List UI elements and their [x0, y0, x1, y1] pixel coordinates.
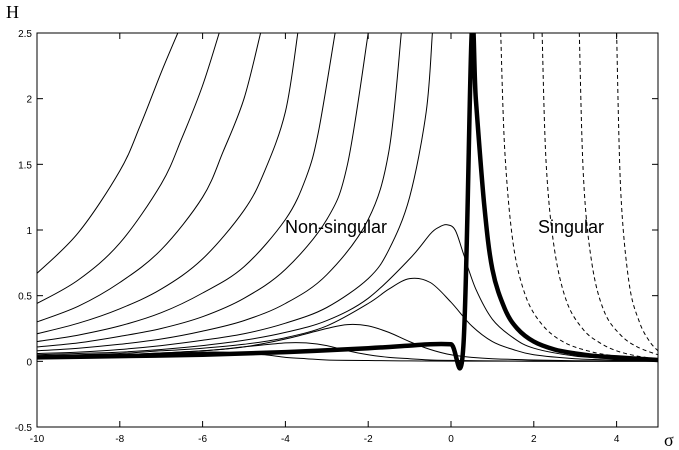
x-tick-label: -8: [115, 434, 124, 445]
annotation-singular: Singular: [538, 217, 604, 237]
series-line-solid-4: [37, 33, 336, 343]
series-line-solid-0: [37, 33, 179, 274]
x-tick-label: -6: [198, 434, 207, 445]
axis-ticks: -10 -8 -6 -4 -2 0 2 4 -0.5 0 0.5 1 1.5 2 2.5: [15, 29, 658, 445]
series-line-thick-13: [37, 33, 658, 371]
series-line-solid-8: [37, 224, 658, 361]
x-tick-label: -2: [364, 434, 373, 445]
series-line-solid-2: [37, 33, 262, 323]
y-tick-label: -0.5: [15, 423, 33, 434]
series-line-dashed-17: [616, 33, 658, 352]
series-line-solid-1: [37, 33, 220, 304]
series-line-dashed-15: [541, 33, 658, 360]
y-axis-label: H: [6, 2, 19, 22]
y-tick-label: 0.5: [18, 292, 32, 303]
annotation-non-singular: Non-singular: [285, 217, 387, 237]
x-axis-label: σ: [664, 430, 674, 450]
series-line-solid-9: [37, 277, 658, 362]
x-tick-label: 4: [614, 434, 620, 445]
x-tick-label: 0: [448, 434, 454, 445]
series-line-dashed-16: [578, 33, 658, 356]
series-layer: [37, 33, 658, 371]
y-tick-label: 0: [26, 357, 32, 368]
y-tick-label: 2: [26, 95, 32, 106]
series-line-solid-3: [37, 33, 299, 335]
x-tick-label: -10: [30, 434, 45, 445]
y-tick-label: 2.5: [18, 29, 32, 40]
x-tick-label: 2: [531, 434, 537, 445]
x-tick-label: -4: [281, 434, 290, 445]
series-line-solid-5: [37, 33, 369, 348]
y-tick-label: 1: [26, 226, 32, 237]
series-line-solid-6: [37, 33, 402, 352]
series-line-solid-7: [37, 33, 433, 354]
series-line-dashed-14: [500, 33, 658, 360]
y-tick-label: 1.5: [18, 160, 32, 171]
